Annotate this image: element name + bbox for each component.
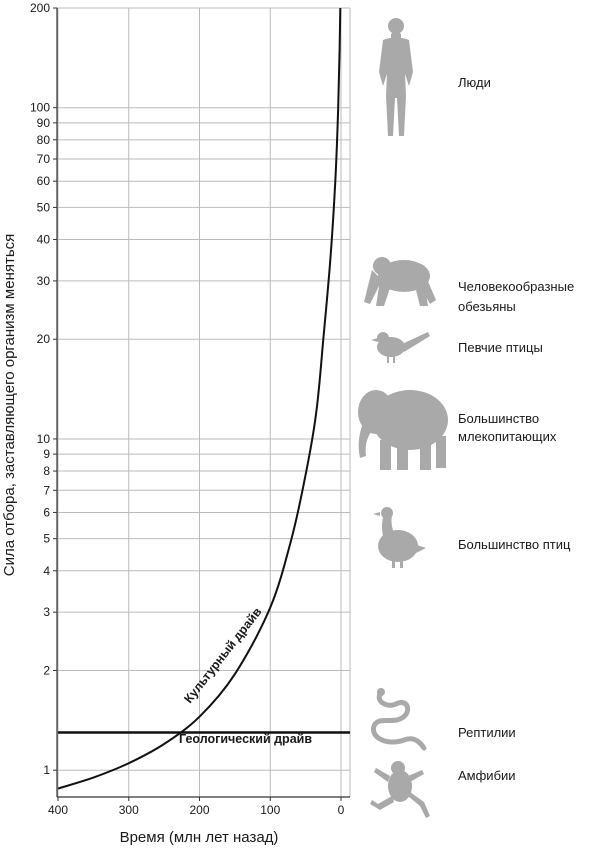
y-tick-label: 50 [37,200,51,214]
y-tick-label: 90 [37,116,51,130]
label-songbirds: Певчие птицы [458,340,543,355]
snake-icon [371,688,427,751]
x-tick-label: 300 [119,803,139,817]
frog-icon [370,761,430,818]
y-tick-label: 70 [37,152,51,166]
grid [57,7,351,797]
y-tick-label: 7 [43,483,50,497]
y-tick-label: 20 [37,332,51,346]
y-tick-label: 9 [43,447,50,461]
group-labels: Люди Человекообразные обезьяны Певчие птицы… [458,75,574,783]
label-mammals: млекопитающих [458,429,557,444]
label-apes: Человекообразные [458,279,574,294]
y-tick-label: 4 [43,564,50,578]
label-humans: Люди [458,75,491,90]
y-tick-label: 100 [30,101,50,115]
y-tick-label: 2 [43,663,50,677]
y-tick-label: 1 [43,763,50,777]
y-tick-label: 40 [37,233,51,247]
human-icon [379,18,413,136]
series [57,7,350,790]
label-birds: Большинство птиц [458,537,571,552]
axes [53,7,350,801]
label-reptiles: Рептилии [458,725,516,740]
y-tick-label: 10 [37,432,51,446]
y-tick-label: 200 [30,1,50,15]
y-tick-label: 80 [37,133,51,147]
x-tick-label: 200 [189,803,209,817]
goose-icon [373,507,426,568]
y-tick-label: 6 [43,505,50,519]
ape-icon [364,257,436,306]
y-tick-label: 30 [37,274,51,288]
x-tick-label: 400 [48,803,68,817]
elephant-icon [358,390,448,470]
geological-drive-label: Геологический драйв [179,732,312,746]
songbird-icon [371,332,430,363]
x-tick-label: 100 [260,803,280,817]
y-tick-label: 8 [43,464,50,478]
y-axis-title: Сила отбора, заставляющего организм меня… [1,234,18,577]
x-tick-label: 0 [338,803,345,817]
label-amphibians: Амфибии [458,768,516,783]
y-tick-label: 5 [43,532,50,546]
x-axis-title: Время (млн лет назад) [120,829,279,846]
y-tick-label: 60 [37,174,51,188]
label-mammals: Большинство [458,411,539,426]
label-apes: обезьяны [458,299,516,314]
cultural-drive-curve [57,7,342,790]
y-tick-label: 3 [43,605,50,619]
